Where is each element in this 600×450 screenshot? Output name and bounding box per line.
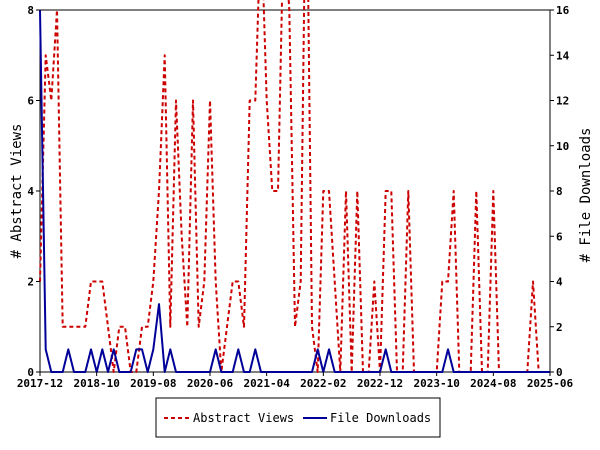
right-tick-label: 14	[556, 49, 570, 62]
right-tick-label: 10	[556, 140, 569, 153]
legend-box	[155, 397, 441, 438]
legend-label-file-downloads: File Downloads	[330, 411, 431, 425]
right-tick-label: 8	[556, 185, 563, 198]
x-tick-label: 2018-10	[73, 377, 119, 390]
legend-label-abstract-views: Abstract Views	[193, 411, 294, 425]
legend: Abstract Views File Downloads	[155, 397, 441, 438]
series-line-file-downloads	[39, 9, 550, 373]
series-layer	[39, 0, 550, 373]
right-tick-label: 4	[556, 276, 563, 289]
right-tick-label: 6	[556, 230, 563, 243]
x-tick-label: 2025-06	[527, 377, 574, 390]
right-axis-ticks: 0 2 4 6 8 10 12 14 16	[550, 4, 570, 379]
x-tick-label: 2022-02	[300, 377, 346, 390]
right-axis-title: # File Downloads	[578, 128, 594, 263]
left-tick-label: 8	[27, 4, 34, 17]
x-tick-label: 2019-08	[130, 377, 176, 390]
x-tick-label: 2020-06	[187, 377, 234, 390]
right-tick-label: 2	[556, 321, 563, 334]
left-tick-label: 6	[27, 95, 34, 108]
right-tick-label: 0	[556, 366, 563, 379]
x-tick-label: 2022-12	[357, 377, 403, 390]
right-tick-label: 16	[556, 4, 570, 17]
left-axis-title: # Abstract Views	[9, 124, 25, 259]
left-tick-label: 4	[27, 185, 34, 198]
right-tick-label: 12	[556, 95, 569, 108]
left-tick-label: 0	[27, 366, 34, 379]
x-tick-label: 2017-12	[17, 377, 63, 390]
x-axis-ticks: 2017-12 2018-10 2019-08 2020-06 2021-04 2022-…	[17, 372, 574, 390]
left-tick-label: 2	[27, 276, 34, 289]
x-tick-label: 2021-04	[243, 377, 290, 390]
left-axis-ticks: 0 2 4 6 8	[27, 4, 40, 379]
x-tick-label: 2023-10	[413, 377, 459, 390]
x-tick-label: 2024-08	[470, 377, 516, 390]
